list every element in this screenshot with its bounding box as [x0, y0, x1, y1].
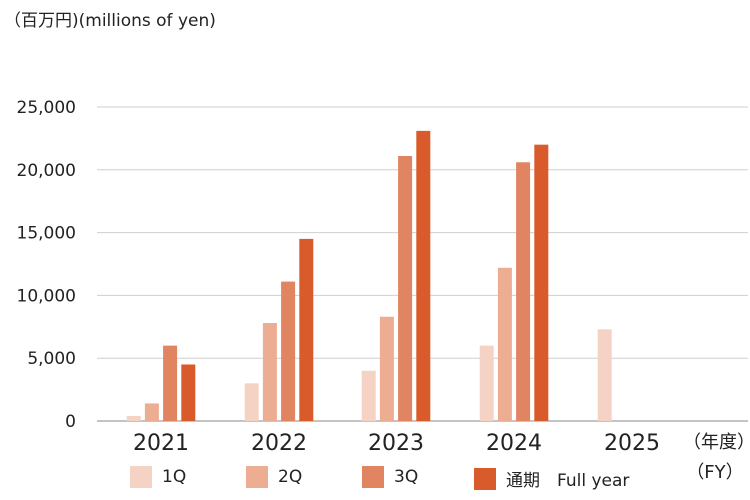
bar-2022-s4 [299, 238, 314, 421]
legend-swatch-full-year [474, 467, 496, 490]
x-tick-label: 2023 [368, 431, 424, 456]
x-tick-label: 2025 [604, 431, 660, 456]
y-tick-label: 20,000 [17, 161, 76, 181]
x-tick-label: 2024 [486, 431, 542, 456]
fiscal-year-label: （年度） （FY） [683, 428, 750, 488]
bar-2023-s3 [398, 155, 413, 421]
bar-2024-s1 [479, 345, 494, 421]
bar-2023-s1 [361, 370, 376, 421]
legend-item-full-year: 通期 Full year [474, 466, 629, 491]
y-tick-label: 5,000 [27, 349, 76, 369]
legend-label-3q: 3Q [394, 467, 419, 487]
legend-item-3q: 3Q [362, 466, 418, 488]
bar-2022-s2 [262, 323, 277, 421]
fiscal-year-label-jp: （年度） [683, 432, 750, 453]
x-tick-label: 2021 [133, 431, 189, 456]
y-tick-label: 10,000 [17, 286, 76, 306]
bar-2021-s3 [163, 345, 178, 421]
unit-label: （百万円)(millions of yen) [4, 11, 216, 31]
legend-swatch-3q [362, 466, 384, 488]
bar-2024-s2 [497, 267, 512, 421]
legend-swatch-2q [246, 466, 268, 488]
legend-item-2q: 2Q [246, 466, 302, 488]
bar-2021-s4 [181, 364, 196, 421]
bar-2023-s2 [379, 316, 394, 421]
fiscal-year-label-en: （FY） [686, 462, 744, 483]
bar-2023-s4 [416, 130, 431, 421]
legend-label-full-year: 通期 Full year [506, 471, 630, 491]
bar-2025-s1 [597, 329, 612, 421]
legend-item-1q: 1Q [130, 466, 186, 488]
y-tick-label: 15,000 [17, 224, 76, 244]
legend-label-2q: 2Q [278, 467, 303, 487]
bar-2021-s1 [126, 415, 141, 421]
x-tick-label: 2022 [251, 431, 307, 456]
y-tick-label: 0 [65, 412, 76, 432]
bar-2022-s1 [244, 383, 259, 421]
bar-2024-s3 [516, 162, 531, 421]
legend-label-1q: 1Q [162, 467, 187, 487]
legend-swatch-1q [130, 466, 152, 488]
bar-2021-s2 [144, 403, 159, 421]
y-tick-label: 25,000 [17, 98, 76, 118]
bar-2022-s3 [281, 281, 296, 421]
bar-2024-s4 [534, 144, 549, 421]
